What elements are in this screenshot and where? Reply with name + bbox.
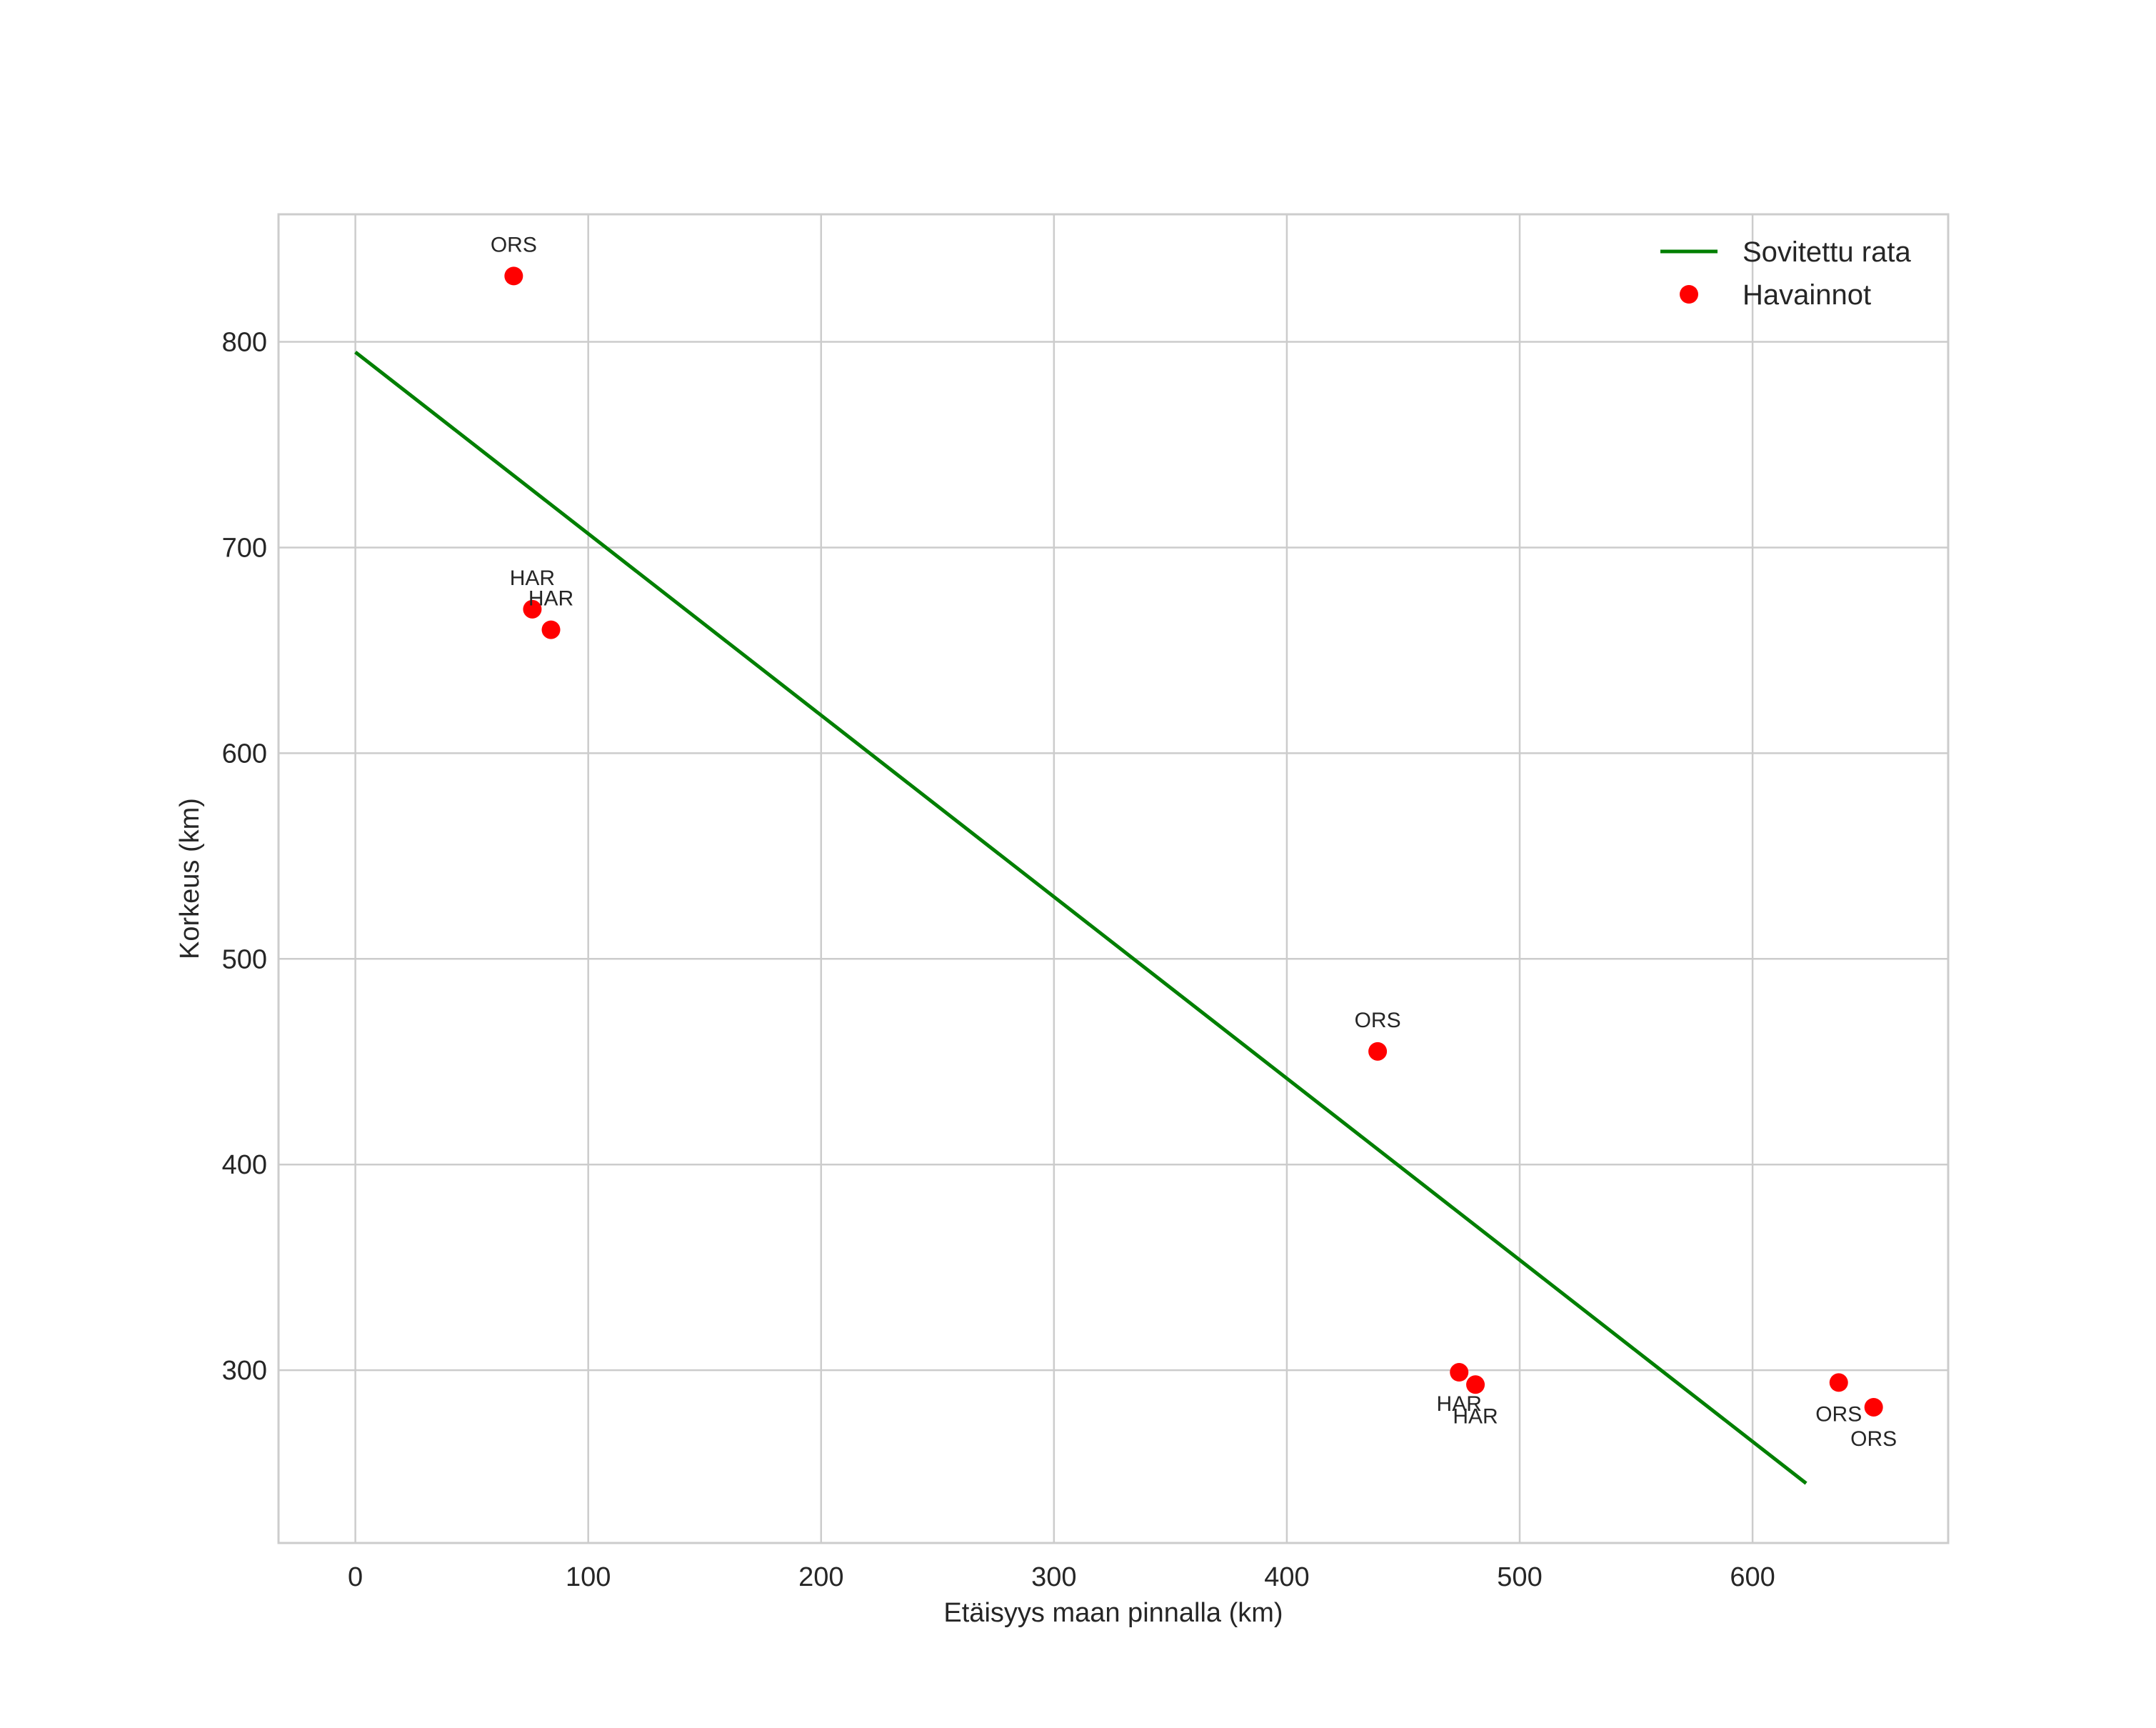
observation-point: [1466, 1375, 1485, 1394]
y-tick-label: 500: [222, 944, 267, 974]
grid: [279, 214, 1948, 1543]
y-tick-label: 800: [222, 328, 267, 358]
x-axis-ticks: 0 100 200 300 400 500 600: [348, 1562, 1775, 1592]
observation-point: [541, 620, 561, 639]
observation-point: [1368, 1042, 1388, 1061]
series-layer: [354, 266, 1883, 1485]
legend-label-fitted: Sovitettu rata: [1743, 236, 1911, 268]
observation-label: HAR: [1453, 1404, 1498, 1428]
observation-point: [1450, 1363, 1469, 1382]
legend-label-observations: Havainnot: [1743, 279, 1871, 311]
x-tick-label: 600: [1730, 1562, 1775, 1592]
plot-frame: [277, 213, 1950, 1544]
observation-point: [1829, 1373, 1848, 1392]
observation-label: ORS: [1355, 1009, 1401, 1032]
y-tick-label: 400: [222, 1150, 267, 1180]
x-tick-label: 500: [1497, 1562, 1542, 1592]
observation-point: [523, 599, 542, 619]
fitted-trajectory-line: [354, 350, 1807, 1485]
y-tick-label: 600: [222, 739, 267, 769]
x-tick-label: 0: [348, 1562, 363, 1592]
legend-dot-swatch: [1680, 285, 1698, 304]
observation-label: HAR: [528, 587, 573, 611]
x-tick-label: 300: [1031, 1562, 1076, 1592]
y-tick-label: 300: [222, 1356, 267, 1386]
y-axis-ticks: 300 400 500 600 700 800: [222, 328, 267, 1387]
observation-label: HAR: [1437, 1392, 1482, 1416]
x-tick-label: 100: [566, 1562, 611, 1592]
observation-label: ORS: [1850, 1427, 1897, 1451]
x-axis-title: Etäisyys maan pinnalla (km): [943, 1598, 1283, 1628]
y-tick-label: 700: [222, 533, 267, 563]
x-tick-label: 200: [798, 1562, 843, 1592]
legend: Sovitettu rata Havainnot: [1660, 236, 1911, 311]
y-axis-title: Korkeus (km): [175, 798, 205, 959]
observation-label: ORS: [491, 233, 537, 256]
observation-point: [504, 266, 523, 286]
x-tick-label: 400: [1264, 1562, 1309, 1592]
observation-label: HAR: [510, 566, 555, 590]
observation-point: [1864, 1397, 1883, 1417]
observation-label: ORS: [1815, 1402, 1862, 1426]
